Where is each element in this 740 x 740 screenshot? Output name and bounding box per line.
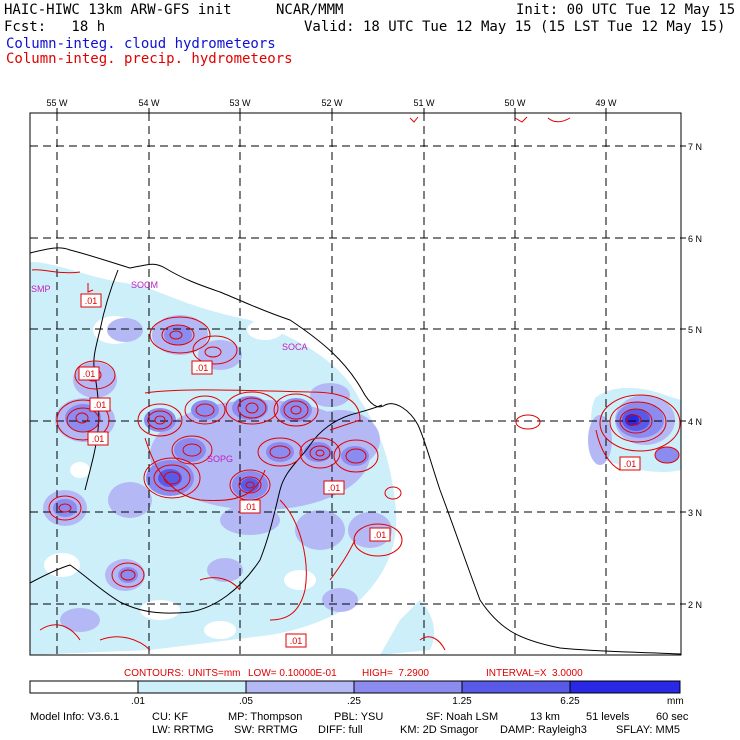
lon-label-49w: 49 W [595,98,617,108]
lon-label-55w: 55 W [46,98,68,108]
colorbar-bin-2 [245,680,355,694]
contour-label: .01 [85,296,98,306]
lon-label-51w: 51 W [413,98,435,108]
contour-label: .01 [83,369,96,379]
place-label-smp: SMP [31,284,51,294]
place-label-soca: SOCA [282,342,308,352]
model-info-lw: LW: RRTMG [152,724,214,736]
contours-interval: INTERVAL=X 3.0000 [486,668,583,679]
model-info-levels: 51 levels [586,711,630,723]
model-info-diff: DIFF: full [318,724,363,736]
contours-high: HIGH= 7.2900 [362,668,429,679]
contours-low: LOW= 0.10000E-01 [248,668,337,679]
map-frame [29,112,682,656]
center-label: NCAR/MMM [276,2,344,18]
model-info-sf: SF: Noah LSM [426,711,499,723]
lat-label-3n: 3 N [688,508,702,518]
colorbar-bin-3 [353,680,463,694]
colorbar-bin-1 [137,680,247,694]
valid-time: Valid: 18 UTC Tue 12 May 15 (15 LST Tue … [304,19,726,35]
model-info-timestep: 60 sec [656,711,689,723]
contours-units: UNITS=mm [188,668,241,679]
colorbar-bin-5 [569,680,681,694]
lat-ticks [681,145,686,605]
lat-label-4n: 4 N [688,417,702,427]
contour-label: .01 [290,636,303,646]
lon-label-54w: 54 W [138,98,160,108]
contour-label: .01 [94,400,107,410]
lat-label-7n: 7 N [688,142,702,152]
contour-label: .01 [196,363,209,373]
colorbar-tick: 6.25 [560,696,580,707]
colorbar-tick: .25 [347,696,361,707]
contour-label: .01 [624,459,637,469]
init-time: Init: 00 UTC Tue 12 May 15 [516,2,736,18]
precip-contours [31,116,681,651]
contour-label: .01 [374,530,387,540]
model-info-cu: CU: KF [152,711,189,723]
colorbar-bin-0 [29,680,139,694]
colorbar-tick: 1.25 [452,696,472,707]
contour-label: .01 [328,483,341,493]
model-info-res: 13 km [530,711,560,723]
cloud-field-title: Column-integ. cloud hydrometeors [6,36,276,52]
place-labels: SMP SOCM SOCA SOPG [31,280,308,464]
colorbar-tick: .05 [239,696,253,707]
contour-label: .01 [92,434,105,444]
colorbar-tick: .01 [131,696,145,707]
lat-label-5n: 5 N [688,325,702,335]
place-label-socm: SOCM [131,280,158,290]
place-label-sopg: SOPG [207,454,233,464]
lat-label-2n: 2 N [688,600,702,610]
contour-label: .01 [244,502,257,512]
contours-label: CONTOURS: [124,668,184,679]
model-info-sflay: SFLAY: MM5 [616,724,680,736]
model-info-km: KM: 2D Smagor [400,724,479,736]
precip-field-title: Column-integ. precip. hydrometeors [6,51,293,67]
model-info-version: Model Info: V3.6.1 [30,711,120,723]
contour-labels: .01 .01 .01 .01 .01 .01 .01 .01 .01 .01 [78,293,641,648]
forecast-hour: Fcst: 18 h [4,19,106,35]
model-title: HAIC-HIWC 13km ARW-GFS init [4,2,232,18]
colorbar-unit: mm [667,696,684,707]
lon-label-53w: 53 W [229,98,251,108]
colorbar-bin-4 [461,680,571,694]
model-info-mp: MP: Thompson [228,711,303,723]
colorbar: .01 .05 .25 1.25 6.25 mm [29,680,684,707]
lon-label-52w: 52 W [321,98,343,108]
lon-ticks [56,108,607,113]
model-info-pbl: PBL: YSU [334,711,384,723]
lon-label-50w: 50 W [504,98,526,108]
model-info-sw: SW: RRTMG [234,724,298,736]
model-info-damp: DAMP: Rayleigh3 [500,724,587,736]
lat-label-6n: 6 N [688,234,702,244]
cloud-shading-darker [158,409,650,492]
